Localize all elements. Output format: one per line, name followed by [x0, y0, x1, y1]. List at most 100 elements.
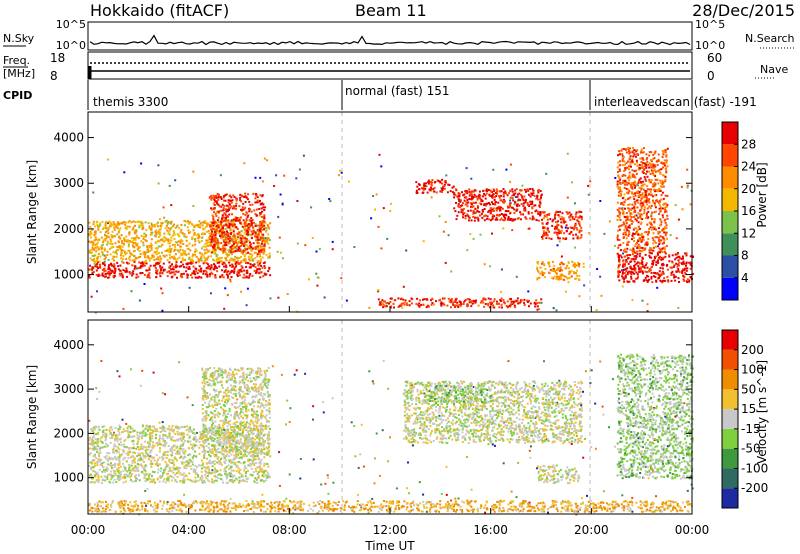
range-gate-cell — [553, 307, 555, 309]
range-gate-cell — [170, 204, 172, 206]
range-gate-cell — [174, 244, 176, 246]
range-gate-cell — [634, 187, 636, 189]
range-gate-cell — [686, 267, 688, 269]
range-gate-cell — [238, 263, 240, 265]
range-gate-cell — [144, 283, 146, 285]
range-gate-cell — [537, 190, 539, 192]
range-gate-cell — [534, 306, 536, 308]
range-gate-cell — [492, 217, 494, 219]
range-gate-cell — [581, 234, 583, 236]
range-gate-cell — [539, 199, 541, 201]
range-gate-cell — [544, 276, 546, 278]
range-gate-cell — [633, 237, 635, 239]
range-gate-cell — [641, 257, 643, 259]
range-gate-cell — [354, 455, 356, 457]
range-gate-cell — [648, 171, 650, 173]
range-gate-cell — [431, 298, 433, 300]
range-gate-cell — [187, 248, 189, 250]
range-gate-cell — [653, 232, 655, 234]
range-gate-cell — [486, 218, 488, 220]
range-gate-cell — [484, 263, 486, 265]
range-gate-cell — [456, 215, 458, 217]
range-gate-cell — [121, 261, 123, 263]
range-gate-cell — [467, 304, 469, 306]
range-gate-cell — [423, 393, 425, 395]
range-gate-cell — [102, 273, 104, 275]
range-gate-cell — [147, 275, 149, 277]
range-gate-cell — [446, 494, 448, 496]
range-gate-cell — [640, 266, 642, 268]
range-gate-cell — [107, 242, 109, 244]
range-gate-cell — [217, 199, 219, 201]
range-gate-cell — [568, 271, 570, 273]
range-gate-cell — [485, 198, 487, 200]
range-gate-cell — [648, 167, 650, 169]
range-gate-cell — [210, 292, 212, 294]
range-gate-cell — [537, 199, 539, 201]
range-gate-cell — [660, 220, 662, 222]
range-gate-cell — [194, 240, 196, 242]
range-gate-cell — [618, 244, 620, 246]
range-gate-cell — [654, 194, 656, 196]
range-gate-cell — [115, 224, 117, 226]
range-gate-cell — [272, 365, 274, 367]
range-gate-cell — [423, 240, 425, 242]
range-gate-cell — [181, 240, 183, 242]
range-gate-cell — [233, 230, 235, 232]
range-gate-cell — [438, 415, 440, 417]
range-gate-cell — [564, 275, 566, 277]
range-gate-cell — [124, 240, 126, 242]
range-gate-cell — [408, 492, 410, 494]
range-gate-cell — [571, 261, 573, 263]
range-gate-cell — [231, 470, 233, 472]
range-gate-cell — [139, 225, 141, 227]
range-gate-cell — [161, 267, 163, 269]
range-gate-cell — [163, 269, 165, 271]
range-gate-cell — [625, 259, 627, 261]
range-gate-cell — [160, 269, 162, 271]
range-gate-cell — [214, 274, 216, 276]
range-gate-cell — [221, 269, 223, 271]
range-gate-cell — [480, 203, 482, 205]
range-gate-cell — [94, 244, 96, 246]
range-gate-cell — [426, 306, 428, 308]
range-gate-cell — [113, 227, 115, 229]
range-gate-cell — [230, 250, 232, 252]
range-gate-cell — [617, 171, 619, 173]
range-gate-cell — [204, 220, 206, 222]
range-gate-cell — [409, 300, 411, 302]
range-gate-cell — [199, 226, 201, 228]
range-gate-cell — [89, 277, 91, 279]
range-gate-cell — [663, 242, 665, 244]
range-gate-cell — [196, 256, 198, 258]
range-gate-cell — [88, 420, 90, 422]
range-gate-cell — [171, 276, 173, 278]
range-gate-cell — [137, 267, 139, 269]
range-gate-cell — [655, 211, 657, 213]
range-gate-cell — [477, 198, 479, 200]
range-gate-cell — [182, 252, 184, 254]
range-gate-cell — [423, 184, 425, 186]
range-gate-cell — [105, 224, 107, 226]
range-gate-cell — [312, 405, 314, 407]
range-gate-cell — [468, 188, 470, 190]
range-gate-cell — [96, 260, 98, 262]
range-gate-cell — [572, 234, 574, 236]
range-gate-cell — [483, 306, 485, 308]
range-gate-cell — [308, 278, 310, 280]
range-gate-cell — [563, 263, 565, 265]
range-gate-cell — [451, 298, 453, 300]
range-gate-cell — [578, 263, 580, 265]
range-gate-cell — [556, 309, 558, 311]
range-gate-cell — [488, 194, 490, 196]
range-gate-cell — [238, 232, 240, 234]
range-gate-cell — [644, 176, 646, 178]
range-gate-cell — [664, 209, 666, 211]
range-gate-cell — [119, 227, 121, 229]
range-gate-cell — [523, 202, 525, 204]
range-gate-cell — [662, 264, 664, 266]
range-gate-cell — [92, 247, 94, 249]
range-gate-cell — [255, 272, 257, 274]
range-gate-cell — [168, 425, 170, 427]
range-gate-cell — [521, 189, 523, 191]
